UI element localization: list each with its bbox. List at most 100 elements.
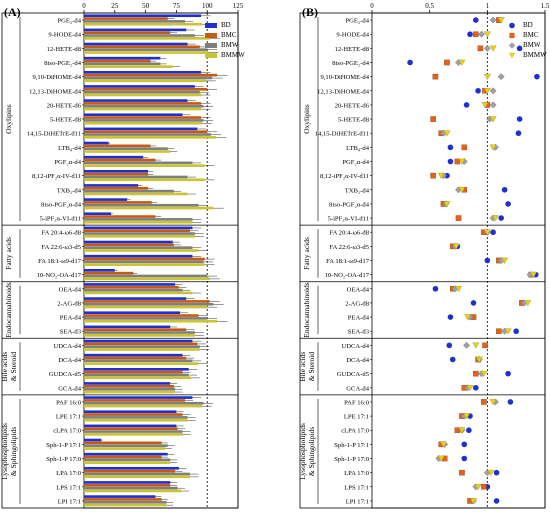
bar-bmc (84, 59, 151, 63)
bar-bmw (84, 119, 204, 122)
point-bd (493, 498, 500, 504)
bar-bmmw (84, 319, 218, 323)
point-bd (505, 201, 511, 207)
row-label: Sph-1-P 17:1 (46, 442, 81, 449)
point-bmmw (483, 31, 491, 38)
bar-bmc (84, 356, 187, 360)
bar-bmc (84, 87, 208, 91)
bar-bmc (84, 17, 168, 20)
bar-bmc (84, 186, 149, 190)
row-label: Sph-1-P 17:1 (334, 442, 369, 449)
bar-bmmw (84, 418, 188, 422)
row-label: GUDCA-d5 (337, 371, 370, 378)
bar-bmc (84, 370, 183, 374)
row-label: 9-HODE-d4 (48, 32, 81, 39)
row-label: LPI 17:1 (58, 498, 81, 505)
bar-bmmw (84, 277, 210, 281)
point-bd (407, 59, 413, 66)
group-label: Fatty acids (4, 237, 13, 270)
bar-bmw (84, 430, 183, 433)
point-bmmw (489, 116, 497, 123)
point-bmmw (504, 328, 512, 335)
point-bd (490, 229, 496, 236)
point-bmmw (470, 498, 477, 505)
bar-bmmw (84, 79, 206, 83)
point-bmmw (455, 286, 462, 293)
bar-bmw (84, 232, 195, 235)
group-label: Lysophospholipids& Sphingolipids (0, 423, 18, 480)
point-bd (505, 370, 511, 377)
bar-bmw (84, 48, 208, 51)
point-bmmw (501, 257, 509, 264)
row-label: 12-HETE-d8 (335, 46, 370, 53)
point-bd (447, 158, 454, 165)
legend-swatch-bmc (205, 33, 217, 38)
row-label: 12,13-DiHOME-d4 (317, 88, 370, 95)
row-label: 8iso-PGF₂α-d4 (41, 201, 82, 208)
point-bd (493, 469, 500, 476)
x-tick-label: 0 (370, 2, 374, 10)
bar-bd (84, 155, 144, 159)
point-bmw (478, 30, 485, 38)
group-label: Oxylipins (4, 104, 13, 134)
point-bmmw (497, 17, 505, 24)
x-tick-label: 0.5 (425, 2, 434, 10)
row-label: 8iso-PGF₂α-d4 (329, 201, 370, 208)
bar-bmw (84, 90, 200, 94)
bar-bmw (84, 175, 188, 179)
group-label: Oxylipins (302, 104, 311, 134)
row-label: 8iso-PGE₂-d4 (332, 60, 369, 67)
bar-bmmw (84, 447, 166, 450)
row-label: UDCA-d4 (54, 343, 82, 350)
bar-bd (84, 226, 193, 230)
x-tick-label: 75 (173, 2, 181, 10)
bar-bmw (84, 288, 183, 292)
bar-bmc (84, 328, 187, 332)
point-bmmw (437, 455, 445, 462)
bar-bmw (84, 34, 195, 37)
group-label-line: Bile acids (298, 352, 307, 382)
row-label: DCA-d4 (346, 357, 369, 364)
group-label-line: Bile acids (0, 352, 9, 382)
legend-marker-bmmw (508, 52, 516, 59)
point-bmmw (472, 342, 480, 349)
bar-bmw (84, 387, 176, 391)
bar-bd (84, 481, 171, 484)
bar-bmw (84, 401, 204, 405)
bar-bmc (84, 314, 199, 317)
point-bd (446, 342, 453, 349)
row-label: LPS 17:1 (344, 484, 369, 491)
bar-bmw (84, 133, 211, 136)
bar-bd (84, 495, 156, 498)
panel-label: (B) (302, 5, 318, 19)
bar-bmmw (84, 136, 216, 139)
bar-bmmw (84, 404, 203, 408)
bar-bmc (84, 300, 210, 303)
row-label: FA 22:6-ω3-d5 (329, 244, 369, 251)
bar-bd (84, 169, 149, 173)
row-label: 12-HETE-d8 (47, 46, 82, 53)
point-bd (461, 441, 468, 448)
point-bd (461, 455, 468, 462)
row-label: 10-NO₂-OA-d17 (37, 272, 82, 279)
point-bmmw (480, 370, 488, 377)
point-bmc (473, 370, 479, 377)
bar-bmw (84, 246, 193, 249)
bar-bd (84, 325, 171, 329)
bar-bmmw (84, 376, 192, 380)
point-bd (516, 45, 523, 52)
group-label: Lysophospholipids& Sphingolipids (298, 423, 316, 480)
row-label: OEA-d4 (59, 286, 82, 293)
point-bd (475, 87, 481, 94)
row-label: TXB₂-d4 (345, 187, 370, 194)
bar-bmmw (84, 51, 209, 54)
point-bmmw (483, 229, 491, 236)
bar-bd (84, 283, 176, 286)
point-bmc (430, 172, 436, 179)
bar-bmmw (84, 93, 202, 97)
point-bmmw (463, 413, 471, 420)
point-bd (513, 328, 519, 335)
point-bmmw (491, 215, 499, 222)
bar-bmw (84, 345, 200, 348)
bar-bmmw (84, 461, 171, 464)
